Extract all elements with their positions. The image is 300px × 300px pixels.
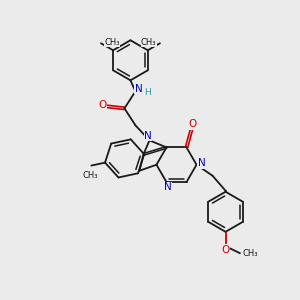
Text: N: N: [134, 84, 142, 94]
Text: O: O: [98, 100, 106, 110]
Text: O: O: [189, 119, 197, 129]
Text: CH₃: CH₃: [104, 38, 120, 46]
Text: O: O: [221, 245, 230, 255]
Text: CH₃: CH₃: [243, 249, 258, 258]
Text: N: N: [144, 131, 152, 141]
Text: CH₃: CH₃: [141, 38, 156, 46]
Text: CH₃: CH₃: [82, 171, 98, 180]
Text: N: N: [164, 182, 172, 192]
Text: H: H: [144, 88, 151, 97]
Text: N: N: [198, 158, 206, 168]
